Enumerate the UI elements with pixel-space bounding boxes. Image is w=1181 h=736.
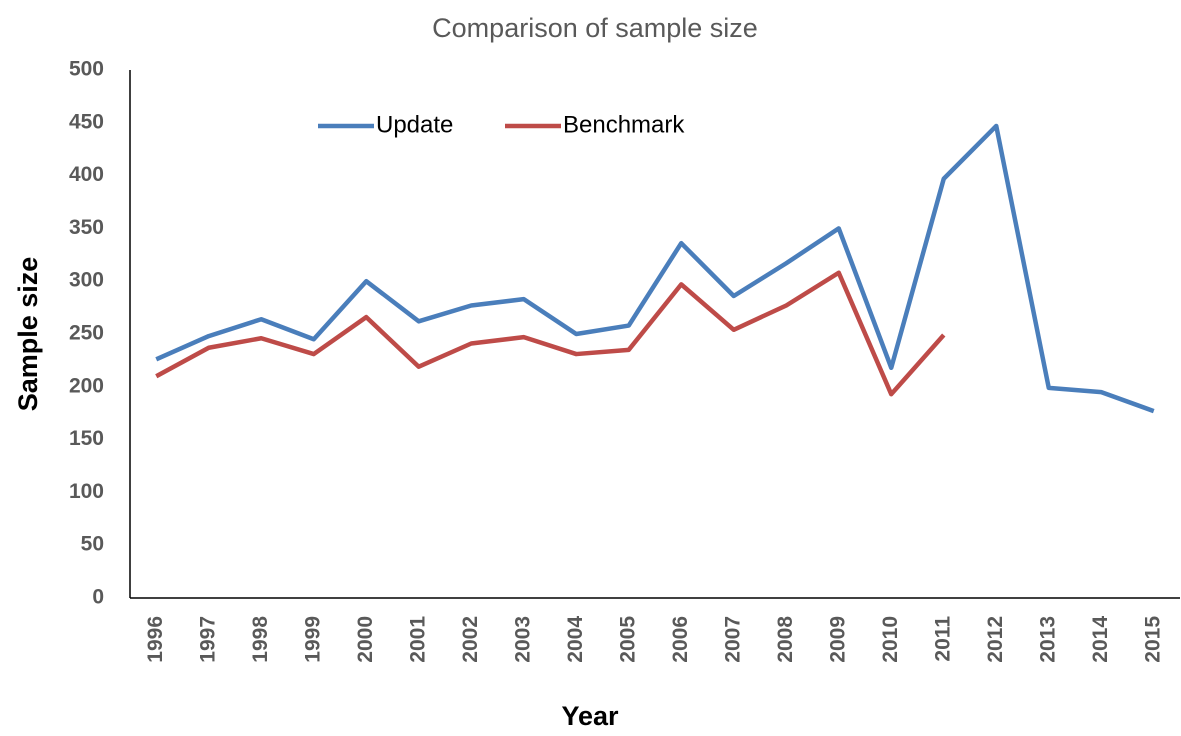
x-tick-label: 2002 <box>459 616 482 663</box>
x-axis-label: Year <box>561 701 619 731</box>
x-tick-label: 1996 <box>144 616 167 663</box>
chart-title: Comparison of sample size <box>432 13 758 43</box>
x-tick-label: 2004 <box>564 616 587 663</box>
x-tick-label: 2008 <box>774 616 797 663</box>
y-tick-label: 150 <box>69 427 104 450</box>
y-tick-label: 50 <box>81 533 104 556</box>
x-tick-label: 2011 <box>931 616 954 662</box>
x-tick-label: 2000 <box>354 616 377 663</box>
x-tick-label: 1999 <box>301 616 324 663</box>
x-tick-label: 1997 <box>196 616 219 663</box>
legend-label: Update <box>376 111 453 138</box>
y-tick-label: 300 <box>69 269 104 292</box>
x-tick-label: 2009 <box>826 616 849 663</box>
x-tick-label: 2005 <box>616 616 639 663</box>
x-tick-label: 2003 <box>511 616 534 663</box>
x-tick-label: 2013 <box>1036 616 1059 663</box>
x-tick-label: 2015 <box>1141 616 1164 663</box>
y-tick-label: 100 <box>69 480 104 503</box>
y-tick-label: 450 <box>69 110 104 133</box>
x-tick-label: 2007 <box>721 616 744 663</box>
x-tick-label: 2012 <box>984 616 1007 663</box>
data-line <box>155 123 1155 414</box>
data-line <box>155 270 946 397</box>
y-tick-label: 350 <box>69 216 104 239</box>
y-tick-label: 400 <box>69 163 104 186</box>
y-tick-label: 500 <box>69 58 104 81</box>
x-tick-label: 2006 <box>669 616 692 663</box>
x-tick-label: 2010 <box>879 616 902 663</box>
y-axis-label: Sample size <box>13 257 43 412</box>
y-tick-label: 200 <box>69 374 104 397</box>
x-tick-label: 1998 <box>249 616 272 663</box>
x-tick-label: 2001 <box>406 616 429 663</box>
y-tick-label: 0 <box>92 586 104 609</box>
legend-label: Benchmark <box>563 111 685 138</box>
x-tick-label: 2014 <box>1089 616 1112 663</box>
y-tick-label: 250 <box>69 322 104 345</box>
